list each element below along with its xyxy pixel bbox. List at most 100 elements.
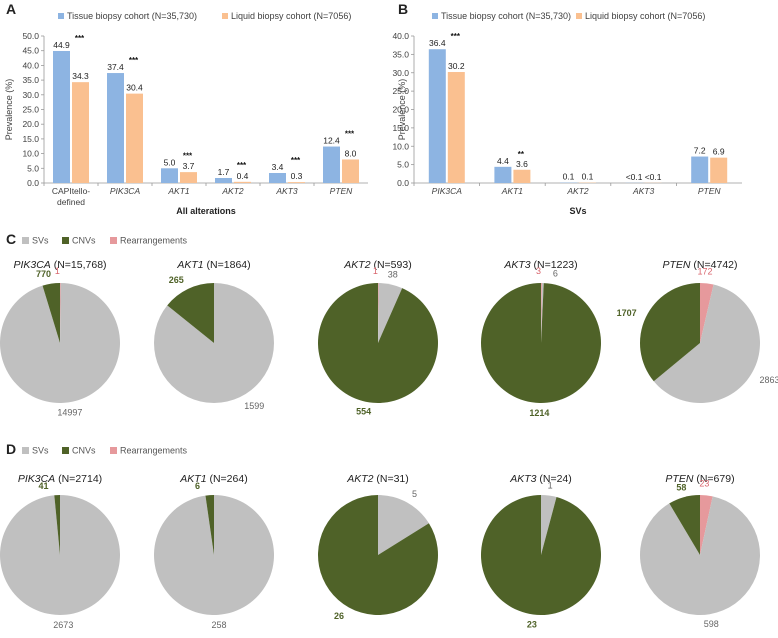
bar-tissue [161,168,178,183]
bar-value-label: 37.4 [107,62,124,72]
pie-title-gene: AKT2 [346,473,373,485]
bar-value-label: <0.1 [626,172,643,182]
bar-tissue [215,178,232,183]
pie-label-rearrangements: 1 [373,266,378,276]
y-tick-label: 25.0 [392,86,409,96]
bar-liquid [447,72,465,183]
x-category-label: AKT2 [221,186,244,196]
pie-slice-svs [154,495,275,615]
bar-value-label: 0.1 [582,172,594,182]
pie-title-n: (N=2714) [55,473,102,485]
pie-slice-cnvs [480,495,601,615]
bar-value-label: 3.7 [183,161,195,171]
bar-value-label: 30.2 [448,61,465,71]
pie-slice-cnvs [54,495,60,555]
pie-label-cnvs: 1707 [617,308,637,318]
legend-label-svs: SVs [32,446,49,456]
bar-value-label: <0.1 [645,172,662,182]
y-tick-label: 30.0 [392,68,409,78]
pie-label-svs: 258 [211,620,226,630]
pie-label-svs: 598 [704,619,719,629]
pie-label-svs: 2863 [760,375,778,385]
pie-title-gene: PTEN [663,259,691,271]
pie-title-n: (N=24) [536,473,571,485]
pie-label-cnvs: 265 [169,275,184,285]
significance-marker: *** [451,32,461,41]
pie-title-n: (N=1864) [204,259,251,271]
pie-slice-cnvs [167,283,214,343]
pie-title-gene: AKT3 [509,473,536,485]
pie-slice-svs [541,495,557,555]
pie-slice-svs [378,283,403,343]
y-axis-label: Prevalence (%) [397,79,407,141]
pie-label-svs: 38 [388,270,398,280]
pie-label-cnvs: 6 [195,481,200,491]
y-tick-label: 20.0 [22,119,39,129]
bar-value-label: 30.4 [126,83,143,93]
legend-swatch-cnvs [62,237,69,244]
y-tick-label: 5.0 [397,160,409,170]
pie-title: PIK3CA (N=2714) [18,473,102,485]
x-category-label: AKT1 [167,186,190,196]
pie-slice-svs [541,283,544,343]
pie-title: PTEN (N=679) [665,473,734,485]
pie-label-svs: 5 [412,489,417,499]
bar-value-label: 0.3 [291,171,303,181]
bar-liquid [126,93,143,183]
bar-value-label: 4.4 [497,156,509,166]
bar-value-label: 1.7 [218,167,230,177]
pie-title-n: (N=15,768) [51,259,107,271]
pie-slice-cnvs [317,283,438,403]
pie-title-n: (N=593) [371,259,412,271]
y-tick-label: 40.0 [22,60,39,70]
bar-value-label: 5.0 [164,157,176,167]
y-tick-label: 15.0 [22,134,39,144]
pie-slice-cnvs [42,283,60,343]
pie-slice-rearrangements [60,283,61,343]
pie-slice-cnvs [205,495,214,555]
y-tick-label: 35.0 [22,75,39,85]
pie-slice-svs [653,284,761,403]
bar-value-label: 44.9 [53,40,70,50]
y-tick-label: 30.0 [22,90,39,100]
pie-slice-rearrangements [541,283,542,343]
pie-title-n: (N=31) [373,473,408,485]
y-tick-label: 15.0 [392,123,409,133]
pie-slice-svs [0,495,120,615]
pie-slice-rearrangements [378,283,379,343]
bar-liquid [513,169,531,183]
legend-label-svs: SVs [32,236,49,246]
y-tick-label: 10.0 [392,141,409,151]
y-tick-label: 10.0 [22,149,39,159]
significance-marker: *** [237,161,247,170]
pie-slice-svs [639,496,761,615]
pie-title: AKT2 (N=593) [343,259,411,271]
significance-marker: ** [518,150,525,159]
pie-slice-svs [154,283,275,403]
y-tick-label: 45.0 [22,46,39,56]
pie-label-rearrangements: 23 [699,478,709,488]
bar-value-label: 34.3 [72,71,89,81]
legend-label-tissue: Tissue biopsy cohort (N=35,730) [441,11,571,21]
pie-title-n: (N=679) [693,473,734,485]
pie-title-n: (N=4742) [691,259,738,271]
bar-liquid [342,159,359,183]
legend-swatch-tissue [58,13,64,19]
y-axis-label: Prevalence (%) [4,79,14,141]
pie-row-c: SVs CNVs Rearrangements PIK3CA (N=15,768) 14… [0,236,778,418]
pie-label-rearrangements: 1 [55,266,60,276]
x-category-label: AKT3 [632,186,655,196]
bar-liquid [234,181,251,183]
panel-label-a: A [6,1,16,17]
bar-value-label: 36.4 [429,38,446,48]
bar-tissue [107,73,124,183]
bar-chart-b: Tissue biopsy cohort (N=35,730) Liquid bi… [392,11,742,216]
legend-label-rearrangements: Rearrangements [120,446,188,456]
x-category-label: PTEN [698,186,722,196]
x-axis-title: All alterations [176,206,236,216]
bar-value-label: 3.6 [516,159,528,169]
legend-label-cnvs: CNVs [72,236,96,246]
pie-title-gene: AKT2 [343,259,370,271]
y-tick-label: 40.0 [392,31,409,41]
bar-value-label: 6.9 [713,147,725,157]
